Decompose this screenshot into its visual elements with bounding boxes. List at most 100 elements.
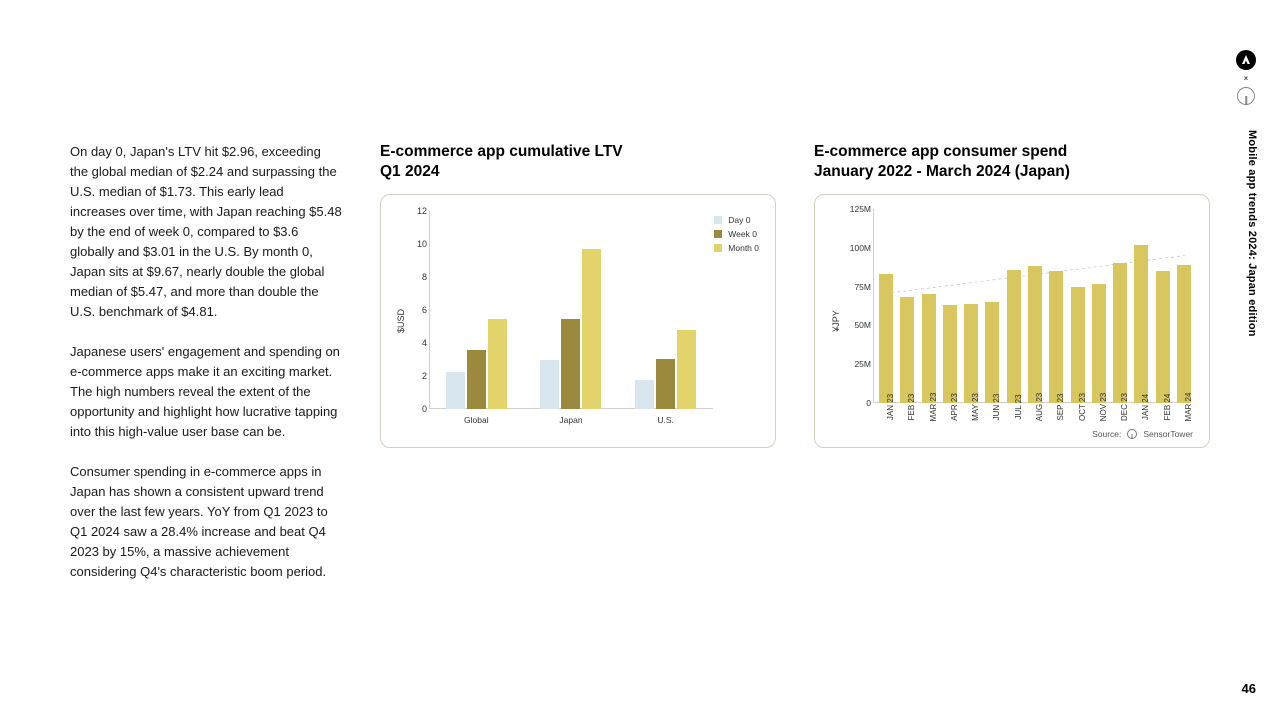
chart-1-bar <box>488 319 507 409</box>
chart-2-column: E-commerce app consumer spend January 20… <box>814 142 1210 602</box>
chart-2-x-label: JAN 24 <box>1141 394 1150 420</box>
chart-2-bar-wrap: JUL 23 <box>1007 209 1021 403</box>
chart-2-bar-wrap: FEB 24 <box>1155 209 1169 403</box>
chart-1-category-label: Japan <box>559 415 582 425</box>
chart-1-title-line2: Q1 2024 <box>380 163 439 180</box>
chart-2-x-label: JUN 23 <box>992 394 1001 421</box>
chart-1-y-tick: 2 <box>422 371 427 381</box>
chart-1-bar <box>677 330 696 409</box>
chart-2-x-label: MAR 23 <box>929 393 938 422</box>
source-name: SensorTower <box>1143 429 1193 439</box>
chart-2-bar <box>1007 270 1021 403</box>
chart-1-box: $USD 024681012 GlobalJapanU.S. Day 0Week… <box>380 194 776 448</box>
chart-2-bar <box>879 274 893 403</box>
chart-2-box: ¥JPY 025M50M75M100M125M JAN 23FEB 23MAR … <box>814 194 1210 448</box>
chart-1-bar <box>656 359 675 409</box>
chart-2-x-label: JAN 23 <box>886 394 895 420</box>
chart-1-bar <box>582 249 601 409</box>
chart-2-title-line1: E-commerce app consumer spend <box>814 143 1067 160</box>
chart-1-legend-item: Month 0 <box>714 243 759 253</box>
chart-1-bar <box>561 319 580 409</box>
chart-2-y-tick: 25M <box>854 359 871 369</box>
chart-2-bar <box>1177 265 1191 403</box>
legend-swatch-icon <box>714 230 722 238</box>
chart-1-y-tick: 4 <box>422 338 427 348</box>
chart-1-bar <box>540 360 559 409</box>
chart-2-bars: JAN 23FEB 23MAR 23APR 23MAY 23JUN 23JUL … <box>879 209 1191 403</box>
chart-2-title: E-commerce app consumer spend January 20… <box>814 142 1210 182</box>
chart-1-group: U.S. <box>635 211 696 409</box>
chart-2-ylabel: ¥JPY <box>831 310 841 332</box>
chart-2-bar-wrap: MAY 23 <box>964 209 978 403</box>
chart-1-column: E-commerce app cumulative LTV Q1 2024 $U… <box>380 142 776 602</box>
chart-2-bar <box>900 297 914 403</box>
chart-2-bar <box>922 294 936 403</box>
chart-2-bar-wrap: MAR 23 <box>922 209 936 403</box>
chart-2-y-axis-line <box>873 209 874 403</box>
chart-2-x-label: MAY 23 <box>971 393 980 421</box>
brand-rail: × <box>1236 50 1256 105</box>
chart-1-group: Global <box>446 211 507 409</box>
chart-1-category-label: Global <box>464 415 489 425</box>
chart-2-title-line2: January 2022 - March 2024 (Japan) <box>814 163 1070 180</box>
chart-2-x-label: NOV 23 <box>1099 393 1108 421</box>
chart-1-group: Japan <box>540 211 601 409</box>
chart-1-bar <box>446 372 465 409</box>
paragraph-2: Japanese users' engagement and spending … <box>70 342 342 442</box>
chart-2-x-label: DEC 23 <box>1120 393 1129 421</box>
chart-2-bar <box>1092 284 1106 404</box>
chart-2-x-label: OCT 23 <box>1078 393 1087 421</box>
chart-2-y-tick: 125M <box>850 204 871 214</box>
legend-label: Month 0 <box>728 243 759 253</box>
chart-1-title: E-commerce app cumulative LTV Q1 2024 <box>380 142 776 182</box>
page-number: 46 <box>1242 681 1256 696</box>
chart-1-bar <box>467 350 486 409</box>
chart-2-x-label: APR 23 <box>950 393 959 421</box>
chart-2-x-label: MAR 24 <box>1184 393 1193 422</box>
chart-2-bar-wrap: JUN 23 <box>985 209 999 403</box>
legend-swatch-icon <box>714 216 722 224</box>
chart-1-y-axis: 024681012 <box>409 211 427 409</box>
rail-title: Mobile app trends 2024: Japan edition <box>1246 130 1258 337</box>
chart-2-bar <box>1156 271 1170 403</box>
chart-1-y-tick: 12 <box>417 206 427 216</box>
chart-2-source: Source: SensorTower <box>1092 429 1193 439</box>
chart-2-bar-wrap: NOV 23 <box>1092 209 1106 403</box>
chart-1-title-line1: E-commerce app cumulative LTV <box>380 143 623 160</box>
chart-2-bar <box>985 302 999 403</box>
chart-2-bar-wrap: AUG 23 <box>1028 209 1042 403</box>
chart-2-bar <box>964 304 978 403</box>
chart-2-bar <box>1049 271 1063 403</box>
chart-2-x-label: JUL 23 <box>1014 394 1023 419</box>
brand-separator: × <box>1236 74 1256 83</box>
chart-1-legend-item: Day 0 <box>714 215 759 225</box>
chart-2-bar-wrap: SEP 23 <box>1049 209 1063 403</box>
chart-2-bar-wrap: FEB 23 <box>900 209 914 403</box>
chart-1-bars: Global Japan U.S. <box>429 211 713 409</box>
chart-1-y-tick: 8 <box>422 272 427 282</box>
chart-2-bar <box>1134 245 1148 403</box>
chart-1-ylabel: $USD <box>396 309 406 333</box>
chart-2-x-label: FEB 23 <box>907 394 916 421</box>
chart-2-bar <box>1071 287 1085 403</box>
source-label: Source: <box>1092 429 1121 439</box>
chart-2-bar <box>1113 263 1127 403</box>
chart-2-bar <box>1028 266 1042 403</box>
paragraph-3: Consumer spending in e-commerce apps in … <box>70 462 342 582</box>
chart-1-category-label: U.S. <box>657 415 674 425</box>
chart-2-x-label: FEB 24 <box>1163 394 1172 421</box>
paragraph-1: On day 0, Japan's LTV hit $2.96, exceedi… <box>70 142 342 322</box>
chart-2-bar-wrap: MAR 24 <box>1177 209 1191 403</box>
chart-1-legend: Day 0Week 0Month 0 <box>714 215 759 257</box>
brand-logo-1-icon <box>1236 50 1256 70</box>
chart-1-plot: Global Japan U.S. <box>429 211 713 409</box>
sensortower-icon <box>1127 429 1137 439</box>
chart-2-plot: JAN 23FEB 23MAR 23APR 23MAY 23JUN 23JUL … <box>873 209 1191 403</box>
chart-1-y-tick: 0 <box>422 404 427 414</box>
chart-2-bar <box>943 305 957 403</box>
chart-1-y-tick: 6 <box>422 305 427 315</box>
legend-swatch-icon <box>714 244 722 252</box>
body-text-column: On day 0, Japan's LTV hit $2.96, exceedi… <box>70 142 342 602</box>
chart-2-bar-wrap: OCT 23 <box>1070 209 1084 403</box>
chart-2-y-tick: 75M <box>854 282 871 292</box>
